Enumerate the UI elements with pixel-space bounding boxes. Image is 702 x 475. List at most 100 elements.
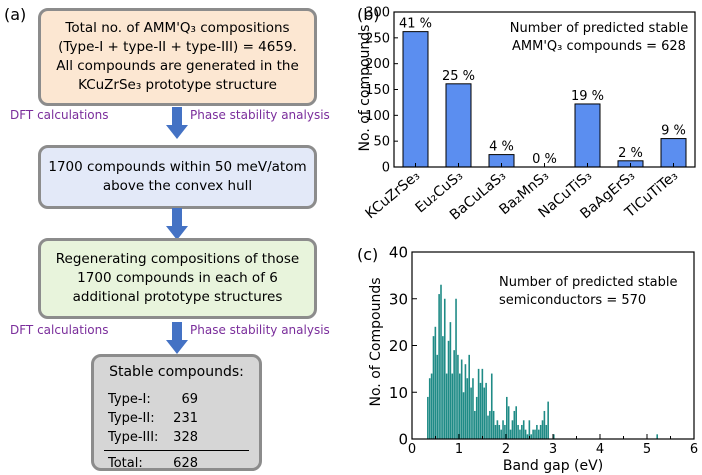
chart-c-bar [530, 434, 533, 439]
histogram-band-gap: No. of Compounds Band gap (eV) 010203040… [368, 245, 698, 474]
chart-c-annotation-line2: semiconductors = 570 [499, 293, 646, 308]
chart-b-ytick-label: 100 [365, 109, 390, 124]
chart-c-bar [528, 420, 531, 439]
chart-b-ylabel: No. of compounds [357, 25, 373, 152]
flow-box-line: 1700 compounds in each of 6 [77, 270, 278, 286]
chart-c-bar [470, 387, 472, 439]
panel-label-c: (c) [357, 245, 379, 264]
chart-b-annotation-line1: Number of predicted stable [510, 21, 689, 36]
chart-c-bar [541, 420, 544, 439]
chart-c-bar [507, 406, 510, 439]
flow-box-line: KCuZrSe₃ prototype structure [78, 77, 277, 93]
chart-b-bar [574, 103, 601, 168]
chart-c-bar [466, 378, 469, 439]
chart-b-percent-label: 19 % [571, 89, 604, 104]
flow-box-line: (Type-I + type-II + type-III) = 4659. [58, 39, 297, 55]
chart-c-bar [515, 406, 517, 439]
chart-c-bar [427, 396, 429, 439]
chart-c-bar [430, 373, 433, 439]
stable-row-key: Total: [108, 456, 143, 471]
chart-c-bar [438, 294, 440, 439]
chart-b-ytick-label: 250 [365, 31, 390, 46]
chart-b-ytick-label: 300 [365, 6, 390, 21]
chart-c-bar [543, 410, 546, 439]
chart-c-bar [434, 326, 437, 439]
chart-c-bar [445, 373, 448, 439]
chart-c-bar [498, 424, 501, 439]
chart-c-bar [509, 429, 512, 439]
stable-row-type2: Type-II: 231 [94, 409, 259, 428]
flow-box-regenerating: Regenerating compositions of those 1700 … [38, 238, 317, 319]
panel-label-a: (a) [4, 5, 27, 24]
chart-b-percent-label: 9 % [661, 124, 686, 139]
chart-c-bar [474, 410, 476, 439]
chart-c-xtick-label: 6 [690, 442, 698, 457]
flow-box-within-hull: 1700 compounds within 50 meV/atom above … [38, 145, 317, 209]
chart-b-axes-frame [393, 11, 696, 168]
chart-c-bar [428, 378, 431, 439]
stable-row-key: Type-III: [108, 430, 159, 445]
flow-box-line: above the convex hull [102, 178, 253, 194]
chart-c-bar [489, 410, 491, 439]
chart-c-bar [522, 420, 525, 439]
chart-c-bar [464, 364, 467, 439]
chart-c-xtick-label: 3 [549, 442, 557, 457]
chart-c-bar [475, 396, 478, 439]
step2-dft-label: DFT calculations [10, 323, 109, 337]
chart-c-xtick-label: 2 [502, 442, 510, 457]
chart-c-bar [496, 420, 499, 439]
chart-c-xtick-label: 4 [596, 442, 604, 457]
bar-chart-predicted-stable: No. of compounds 0 50 100 150 200 250 300 41 %… [357, 6, 696, 224]
stable-row-value: 231 [173, 411, 198, 426]
chart-c-bar [517, 424, 519, 439]
chart-b-bar [402, 31, 429, 168]
chart-c-bar [502, 420, 504, 439]
chart-c-bar [449, 322, 452, 439]
stable-row-value: 628 [173, 456, 198, 471]
chart-c-ytick-label: 10 [389, 384, 408, 402]
chart-c-bar [536, 424, 538, 439]
chart-c-axes-frame [411, 251, 695, 440]
flow-box-line: additional prototype structures [72, 289, 283, 305]
total-divider [104, 450, 249, 451]
flow-box-stable-compounds: Stable compounds: Type-I: 69 Type-II: 23… [91, 354, 262, 471]
chart-c-bar [481, 368, 484, 439]
chart-b-annotation-line2: AMM'Q₃ compounds = 628 [512, 39, 686, 54]
step1-phase-label: Phase stability analysis [190, 108, 330, 122]
chart-c-bar [524, 429, 527, 439]
chart-c-bar [462, 392, 465, 439]
flow-box-line: Total no. of AMM'Q₃ compositions [65, 20, 290, 36]
chart-b-percent-label: 2 % [618, 146, 643, 161]
chart-b-percent-label: 25 % [442, 69, 475, 84]
chart-c-bar [453, 350, 455, 439]
chart-b-percent-label: 41 % [399, 17, 432, 32]
chart-c-bar [485, 382, 487, 439]
chart-c-bar [553, 434, 555, 439]
chart-c-bar [451, 373, 454, 439]
chart-c-bar [460, 359, 463, 439]
stable-row-value: 69 [181, 392, 198, 407]
chart-b-percent-label: 0 % [532, 152, 557, 167]
chart-c-xtick-label: 0 [408, 442, 416, 457]
chart-b-ytick-label: 200 [365, 57, 390, 72]
flow-box-line: Regenerating compositions of those [55, 251, 300, 267]
chart-c-bar [442, 336, 444, 439]
chart-c-bar [443, 298, 446, 439]
chart-c-bar [477, 368, 480, 439]
step2-phase-label: Phase stability analysis [190, 323, 330, 337]
chart-c-bar [432, 336, 435, 439]
chart-c-bar [547, 401, 549, 439]
stable-row-total: Total: 628 [94, 454, 259, 473]
chart-c-bar [545, 424, 548, 439]
chart-c-bar [506, 396, 508, 439]
chart-c-bar [519, 429, 521, 439]
chart-c-bar [534, 429, 536, 439]
chart-c-bar [513, 410, 516, 439]
chart-b-bar [445, 83, 472, 168]
chart-c-bar [539, 424, 542, 439]
chart-c-bar [436, 354, 439, 439]
chart-c-ylabel: No. of Compounds [368, 278, 384, 407]
chart-c-bar [521, 424, 523, 439]
chart-c-ytick-label: 30 [389, 290, 408, 308]
chart-c-bar [447, 340, 450, 439]
